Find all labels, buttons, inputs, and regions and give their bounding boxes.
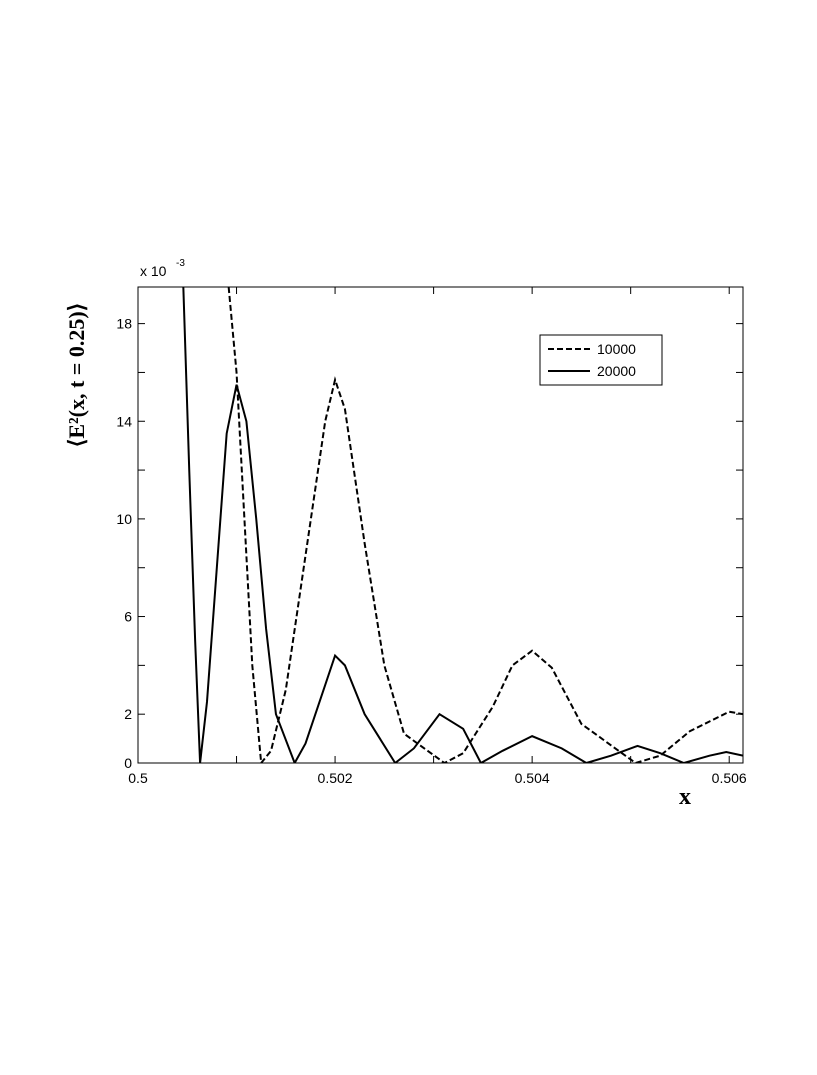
legend-label: 20000	[597, 363, 636, 379]
y-tick-label: 6	[124, 609, 132, 625]
y-tick-label: 2	[124, 706, 132, 722]
y-axis-label: ⟨E²(x, t = 0.25)⟩	[64, 303, 89, 447]
legend-label: 10000	[597, 341, 636, 357]
data-line	[227, 287, 743, 763]
x-tick-label: 0.504	[515, 770, 550, 786]
y-multiplier-exponent: -3	[176, 258, 185, 269]
y-tick-label: 10	[116, 511, 132, 527]
y-tick-label: 18	[116, 316, 132, 332]
y-tick-label: 14	[116, 413, 132, 429]
legend-box	[539, 334, 663, 386]
plot-frame	[137, 286, 744, 764]
y-multiplier: x 10	[140, 263, 167, 279]
y-tick-label: 0	[124, 755, 132, 771]
x-axis-label: x	[679, 784, 691, 810]
x-tick-label: 0.502	[318, 770, 353, 786]
data-line	[182, 287, 743, 763]
plot-area	[182, 287, 743, 763]
x-tick-label: 0.506	[712, 770, 747, 786]
x-tick-label: 0.5	[128, 770, 148, 786]
